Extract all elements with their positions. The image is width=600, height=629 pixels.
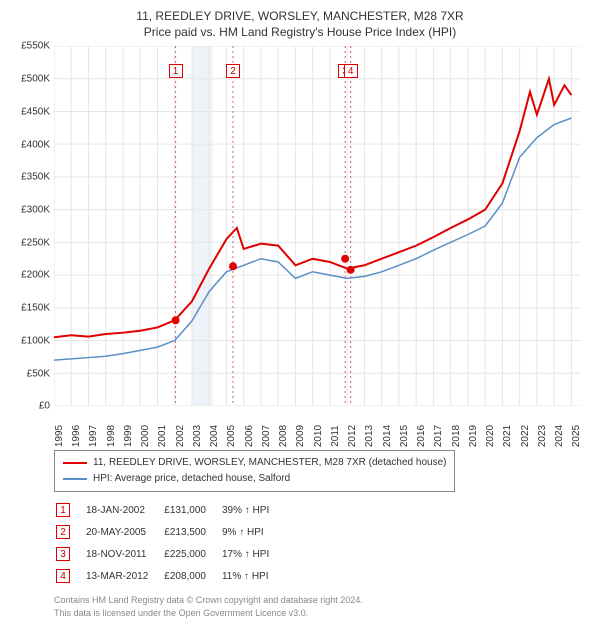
x-tick-label: 2017 (433, 425, 444, 447)
sale-date: 18-JAN-2002 (86, 500, 162, 520)
x-tick-label: 2015 (399, 425, 410, 447)
sale-price: £225,000 (164, 544, 220, 564)
y-tick-label: £200K (21, 270, 50, 281)
y-tick-label: £300K (21, 205, 50, 216)
footer: Contains HM Land Registry data © Crown c… (54, 594, 580, 618)
x-tick-label: 2021 (502, 425, 513, 447)
x-tick-label: 2013 (364, 425, 375, 447)
legend-row: HPI: Average price, detached house, Salf… (63, 471, 446, 487)
table-row: 4 13-MAR-2012 £208,000 11% ↑ HPI (56, 566, 283, 586)
y-tick-label: £150K (21, 303, 50, 314)
x-tick-label: 2007 (261, 425, 272, 447)
sale-date: 13-MAR-2012 (86, 566, 162, 586)
y-tick-label: £0 (39, 401, 50, 412)
plot-svg (54, 46, 580, 406)
x-tick-label: 2016 (416, 425, 427, 447)
sale-price: £208,000 (164, 566, 220, 586)
sale-diff: 9% ↑ HPI (222, 522, 283, 542)
x-tick-label: 1997 (88, 425, 99, 447)
x-tick-label: 2024 (554, 425, 565, 447)
x-tick-label: 2002 (175, 425, 186, 447)
legend-swatch (63, 462, 87, 464)
chart-container: 11, REEDLEY DRIVE, WORSLEY, MANCHESTER, … (0, 0, 600, 629)
x-tick-label: 2022 (520, 425, 531, 447)
y-axis-labels: £0£50K£100K£150K£200K£250K£300K£350K£400… (10, 46, 50, 406)
x-tick-label: 2014 (382, 425, 393, 447)
y-tick-label: £250K (21, 237, 50, 248)
legend: 11, REEDLEY DRIVE, WORSLEY, MANCHESTER, … (54, 450, 455, 492)
sale-date: 20-MAY-2005 (86, 522, 162, 542)
sale-marker-cell: 2 (56, 525, 70, 539)
y-tick-label: £350K (21, 172, 50, 183)
x-tick-label: 2005 (226, 425, 237, 447)
sale-marker-cell: 3 (56, 547, 70, 561)
plot-area: £0£50K£100K£150K£200K£250K£300K£350K£400… (54, 46, 580, 406)
table-row: 3 18-NOV-2011 £225,000 17% ↑ HPI (56, 544, 283, 564)
legend-swatch (63, 478, 87, 480)
legend-label: HPI: Average price, detached house, Salf… (93, 471, 290, 487)
sale-diff: 39% ↑ HPI (222, 500, 283, 520)
sale-marker-box: 4 (344, 64, 358, 78)
sale-marker-box: 2 (226, 64, 240, 78)
x-tick-label: 2008 (278, 425, 289, 447)
title-line-2: Price paid vs. HM Land Registry's House … (10, 24, 590, 40)
x-tick-label: 1996 (71, 425, 82, 447)
x-tick-label: 2004 (209, 425, 220, 447)
x-tick-label: 2018 (451, 425, 462, 447)
x-tick-label: 2006 (244, 425, 255, 447)
x-tick-label: 2020 (485, 425, 496, 447)
y-tick-label: £450K (21, 106, 50, 117)
x-tick-label: 2000 (140, 425, 151, 447)
x-tick-label: 2012 (347, 425, 358, 447)
x-tick-label: 2019 (468, 425, 479, 447)
chart-titles: 11, REEDLEY DRIVE, WORSLEY, MANCHESTER, … (10, 8, 590, 40)
x-tick-label: 2003 (192, 425, 203, 447)
title-line-1: 11, REEDLEY DRIVE, WORSLEY, MANCHESTER, … (10, 8, 590, 24)
legend-row: 11, REEDLEY DRIVE, WORSLEY, MANCHESTER, … (63, 455, 446, 471)
sale-date: 18-NOV-2011 (86, 544, 162, 564)
sale-marker-cell: 4 (56, 569, 70, 583)
x-tick-label: 2025 (571, 425, 582, 447)
x-tick-label: 2009 (295, 425, 306, 447)
x-tick-label: 2010 (313, 425, 324, 447)
y-tick-label: £500K (21, 74, 50, 85)
legend-label: 11, REEDLEY DRIVE, WORSLEY, MANCHESTER, … (93, 455, 446, 471)
x-axis-labels: 1995199619971998199920002001200220032004… (54, 406, 580, 440)
footer-line-1: Contains HM Land Registry data © Crown c… (54, 594, 580, 606)
footer-line-2: This data is licensed under the Open Gov… (54, 607, 580, 619)
y-tick-label: £100K (21, 335, 50, 346)
x-tick-label: 2001 (157, 425, 168, 447)
sale-price: £213,500 (164, 522, 220, 542)
x-tick-label: 2011 (330, 426, 341, 448)
table-row: 1 18-JAN-2002 £131,000 39% ↑ HPI (56, 500, 283, 520)
sale-marker-box: 1 (169, 64, 183, 78)
y-tick-label: £400K (21, 139, 50, 150)
sale-marker-cell: 1 (56, 503, 70, 517)
x-tick-label: 1998 (106, 425, 117, 447)
y-tick-label: £550K (21, 41, 50, 52)
sales-table: 1 18-JAN-2002 £131,000 39% ↑ HPI 2 20-MA… (54, 498, 285, 588)
sale-diff: 11% ↑ HPI (222, 566, 283, 586)
x-tick-label: 1999 (123, 425, 134, 447)
sale-price: £131,000 (164, 500, 220, 520)
y-tick-label: £50K (27, 368, 50, 379)
x-tick-label: 2023 (537, 425, 548, 447)
x-tick-label: 1995 (54, 425, 65, 447)
table-row: 2 20-MAY-2005 £213,500 9% ↑ HPI (56, 522, 283, 542)
sale-diff: 17% ↑ HPI (222, 544, 283, 564)
